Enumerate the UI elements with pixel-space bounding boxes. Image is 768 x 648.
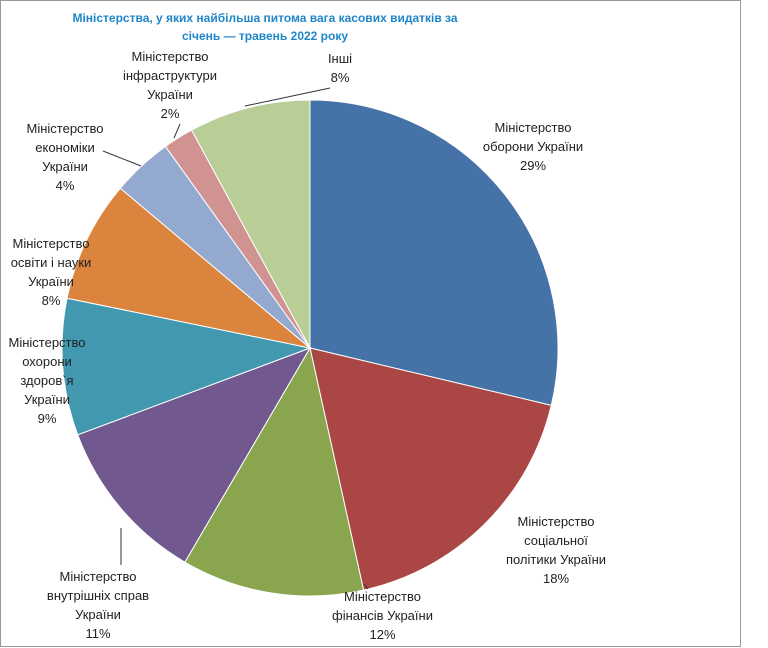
chart-border (0, 0, 741, 647)
slice-label: Інші 8% (310, 49, 370, 87)
leader-line (244, 87, 331, 107)
category-label: Міністерство інфраструктури України (122, 49, 218, 102)
leader-line (173, 123, 181, 139)
category-label: Міністерство економіки України (26, 121, 104, 174)
category-label: Міністерство охорони здоров`я України (8, 335, 86, 407)
leader-line (102, 150, 142, 167)
value-label: 9% (37, 411, 57, 426)
value-label: 29% (519, 158, 547, 173)
slice-label: Міністерство внутрішніх справ України 11% (44, 567, 152, 643)
slice-label: Міністерство інфраструктури України 2% (120, 47, 220, 123)
slice-label: Міністерство економіки України 4% (22, 119, 108, 195)
category-label: Міністерство оборони України (482, 120, 584, 154)
pie-slice (184, 346, 365, 597)
value-label: 12% (369, 627, 396, 642)
value-label: 8% (41, 293, 61, 308)
pie-slice (309, 99, 559, 406)
value-label: 11% (85, 626, 111, 641)
value-label: 4% (55, 178, 75, 193)
pie-slice (309, 347, 552, 591)
slice-label: Міністерство соціальної політики України… (497, 512, 615, 588)
slices (61, 99, 559, 597)
pie-slice (77, 347, 312, 563)
chart-title: Міністерства, у яких найбільша питома ва… (72, 11, 458, 43)
value-label: 8% (330, 70, 350, 85)
category-label: Міністерство соціальної політики України (505, 514, 607, 567)
pie-slice (66, 187, 311, 349)
slice-label: Міністерство оборони України 29% (478, 118, 588, 175)
value-label: 18% (542, 571, 570, 586)
category-label: Міністерство внутрішніх справ України (46, 569, 150, 622)
slice-label: Міністерство фінансів України 12% (325, 587, 440, 644)
value-label: 2% (160, 106, 180, 121)
leader-line (363, 583, 369, 590)
pie-slice (190, 99, 311, 349)
category-label: Міністерство фінансів України (332, 589, 433, 623)
category-label: Міністерство освіти і науки України (10, 236, 92, 289)
slice-label: Міністерство освіти і науки України 8% (3, 234, 99, 310)
slice-label: Міністерство охорони здоров`я України 9% (4, 333, 90, 428)
pie-slice (61, 297, 312, 436)
leader-lines (102, 87, 369, 590)
category-label: Інші (327, 51, 353, 66)
